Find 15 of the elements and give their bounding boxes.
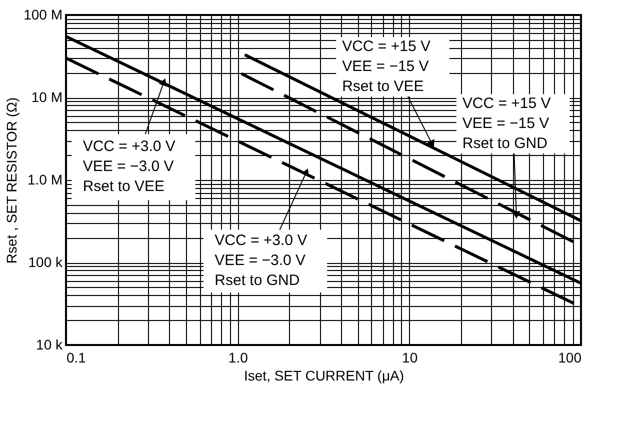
annotation: VCC = +3.0 V VEE = −3.0 V Rset to VEE xyxy=(82,138,176,196)
y-tick-label: 10 M xyxy=(31,89,62,105)
y-tick-label: 100 k xyxy=(28,254,64,270)
annotation: VCC = +15 V VEE = −15 V Rset to VEE xyxy=(342,38,430,95)
annotation: VCC = +3.0 V VEE = −3.0 V Rset to GND xyxy=(214,232,308,290)
y-tick-label: 1.0 M xyxy=(27,172,62,188)
x-tick-label: 0.1 xyxy=(66,350,86,366)
y-axis-title: Rset , SET RESISTOR (Ω) xyxy=(4,97,20,264)
x-axis-title: Iset, SET CURRENT (μA) xyxy=(244,368,404,384)
x-tick-label: 1.0 xyxy=(228,350,248,366)
y-tick-label: 10 k xyxy=(36,336,64,352)
y-tick-label: 100 M xyxy=(24,6,62,22)
x-tick-label: 10 xyxy=(402,350,418,366)
x-tick-label: 100 xyxy=(558,350,582,366)
annotation: VCC = +15 V VEE = −15 V Rset to GND xyxy=(462,94,551,152)
